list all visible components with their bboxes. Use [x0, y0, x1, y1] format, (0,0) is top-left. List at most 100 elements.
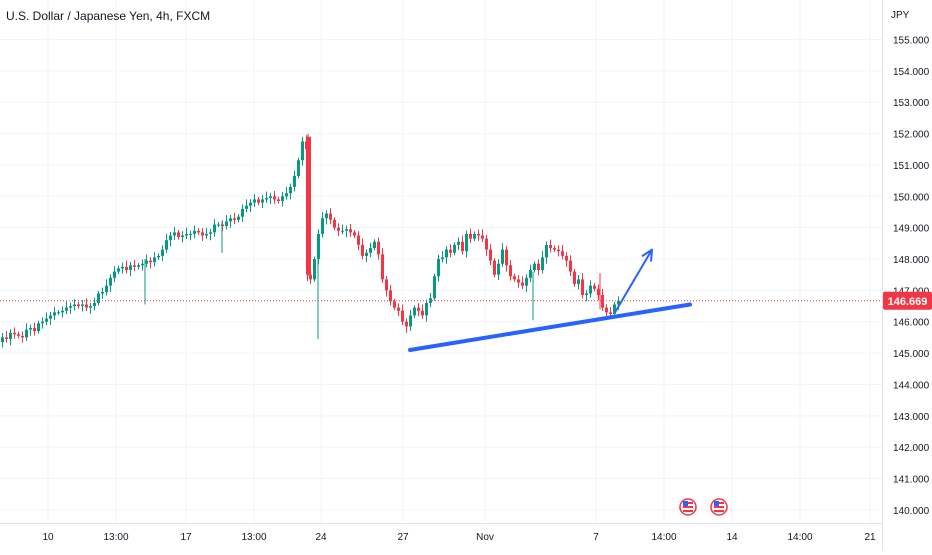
candle-body [189, 233, 192, 235]
price-tick-label: 141.000 [893, 475, 930, 486]
us-flag-icon[interactable] [679, 498, 697, 516]
price-tick-label: 144.000 [893, 380, 930, 391]
candle-body [393, 301, 396, 308]
candle-body [617, 300, 620, 305]
candle-body [305, 141, 308, 150]
candle-body [325, 213, 328, 219]
price-axis[interactable]: 155.000 154.000 153.000 152.000 151.000 150.0… [882, 0, 930, 550]
arrow-shaft[interactable] [614, 249, 653, 313]
candle-body [45, 318, 48, 322]
candle-body [113, 271, 116, 278]
candle-body [513, 276, 516, 280]
candle-body [165, 240, 168, 250]
candle-body [229, 218, 232, 222]
candle-body [609, 312, 612, 314]
candle-body [17, 334, 20, 336]
candle-body [237, 216, 240, 220]
candle-body [13, 332, 16, 335]
candle-body [197, 230, 200, 233]
candle-body [341, 230, 344, 232]
candle-body [417, 307, 420, 311]
candle-body [497, 263, 500, 275]
candle-body [37, 323, 40, 332]
candle-body [365, 252, 368, 256]
candle-body [441, 257, 444, 260]
current-price-tag [883, 291, 932, 310]
candle-body [429, 298, 432, 303]
price-tick-label: 142.000 [893, 443, 930, 454]
candle-body [81, 304, 84, 307]
candle-body [481, 235, 484, 239]
candle-body [29, 328, 32, 330]
candle-body [537, 263, 540, 270]
price-tick-label: 146.000 [893, 318, 930, 329]
candle-body [5, 337, 8, 339]
candle-body [157, 255, 160, 258]
candle-body [233, 218, 236, 220]
candle-body [597, 288, 600, 296]
candle-body [33, 328, 36, 332]
candle-body [85, 304, 88, 308]
candle-body [465, 233, 468, 252]
candle-body [93, 302, 96, 307]
candle-body [489, 249, 492, 261]
candle-body [453, 244, 456, 253]
candle-body [593, 285, 596, 289]
candle-body [257, 199, 260, 203]
drawings [408, 248, 692, 352]
candle-body [605, 307, 608, 313]
candle-body [329, 213, 332, 220]
candle-body [201, 232, 204, 236]
candle-body [185, 233, 188, 236]
candle-body [253, 199, 256, 203]
candle-body [549, 244, 552, 249]
grid [0, 0, 882, 523]
candle-body [261, 199, 264, 203]
candle-body [265, 197, 268, 200]
candle-body [345, 229, 348, 231]
candle-body [333, 219, 336, 228]
candle-body [125, 266, 128, 270]
candle-body [57, 312, 60, 314]
time-axis[interactable]: 10 13:00 17 13:00 24 27 Nov 7 14:00 14 14:00 21 [0, 523, 882, 544]
candle-body [173, 232, 176, 236]
candle-body [61, 310, 64, 313]
candle-body [361, 244, 364, 256]
candle-body [277, 199, 280, 202]
time-tick-label: Nov [476, 532, 494, 543]
trendline[interactable] [408, 302, 692, 352]
candle-body [501, 249, 504, 264]
candle-body [529, 269, 532, 278]
candle-body [209, 232, 212, 234]
candle-body [181, 235, 184, 238]
candle-body [205, 233, 208, 236]
candle-body [521, 282, 524, 286]
current-price-label: 146.669 [888, 296, 928, 308]
candle-body [389, 290, 392, 302]
candle-body [561, 251, 564, 256]
candle-body [445, 249, 448, 258]
candle-body [433, 276, 436, 299]
candle-body [473, 233, 476, 239]
price-tick-label: 152.000 [893, 130, 930, 141]
candle-body [121, 266, 124, 269]
candle-body [1, 337, 4, 343]
price-tick-label: 155.000 [893, 36, 930, 47]
candle-body [409, 315, 412, 327]
candle-body [307, 136, 311, 275]
current-price-marker: 146.669 [0, 291, 932, 310]
candle-body [245, 205, 248, 209]
price-tick-label: 140.000 [893, 506, 930, 517]
candle-body [601, 295, 604, 308]
candle-body [349, 229, 352, 233]
us-flag-icon[interactable] [710, 498, 728, 516]
candle-body [129, 265, 132, 270]
candle-body [9, 332, 12, 339]
candle-body [133, 265, 136, 267]
candle-body [461, 241, 464, 252]
time-tick-label: 17 [180, 532, 192, 543]
candle-body [357, 235, 360, 245]
price-tick-label: 148.000 [893, 255, 930, 266]
